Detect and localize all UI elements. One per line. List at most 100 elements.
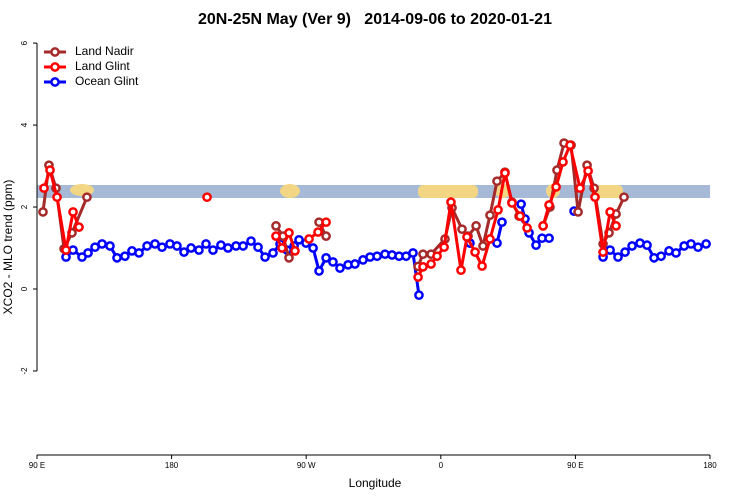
point <box>314 266 324 276</box>
point <box>38 207 48 217</box>
point <box>627 241 637 251</box>
x-tick-label: 90 W <box>297 461 316 470</box>
point <box>97 239 107 249</box>
point <box>172 241 182 251</box>
y-tick-label: -2 <box>20 367 29 375</box>
point <box>456 265 466 276</box>
map-strip <box>37 184 710 198</box>
point <box>372 251 382 262</box>
point <box>321 253 331 263</box>
point <box>575 183 585 194</box>
point <box>39 183 49 194</box>
point <box>308 243 318 253</box>
map-land <box>595 185 623 198</box>
point <box>573 207 583 217</box>
point <box>157 242 167 253</box>
point <box>507 198 517 208</box>
point <box>238 241 248 251</box>
point <box>105 241 115 251</box>
point <box>531 240 541 251</box>
x-tick-label: 90 E <box>29 461 45 470</box>
point <box>414 290 424 301</box>
legend-label: Ocean Glint <box>75 74 139 88</box>
point <box>271 221 281 231</box>
point <box>186 243 196 253</box>
point <box>478 241 488 251</box>
point <box>179 247 189 257</box>
point <box>538 221 548 231</box>
point <box>413 272 423 282</box>
point <box>45 165 55 176</box>
point <box>446 197 456 207</box>
point <box>271 231 281 241</box>
point <box>52 192 62 203</box>
point <box>426 259 436 269</box>
point <box>565 140 575 151</box>
point <box>598 247 608 257</box>
point <box>462 232 472 242</box>
point <box>493 205 503 215</box>
point <box>284 228 294 238</box>
point <box>208 245 218 255</box>
point <box>328 257 338 267</box>
point <box>544 200 554 210</box>
point <box>515 211 525 221</box>
point <box>201 239 211 249</box>
y-tick-label: 4 <box>20 122 29 127</box>
point <box>656 251 666 262</box>
point <box>260 252 270 262</box>
point <box>61 245 71 255</box>
point <box>605 207 615 217</box>
point <box>497 217 507 228</box>
x-tick-label: 90 E <box>567 461 583 470</box>
y-tick-label: 0 <box>20 286 29 291</box>
point <box>313 227 323 237</box>
point <box>134 248 144 258</box>
point <box>304 234 314 244</box>
point <box>321 231 331 241</box>
point <box>492 238 502 248</box>
map-land <box>280 184 300 198</box>
y-tick-label: 6 <box>20 40 29 45</box>
point <box>408 248 418 258</box>
point <box>432 251 442 262</box>
legend-label: Land Glint <box>75 59 130 73</box>
point <box>418 262 428 272</box>
chart-title: 20N-25N May (Ver 9) 2014-09-06 to 2020-0… <box>198 11 552 28</box>
legend-label: Land Nadir <box>75 44 134 58</box>
point <box>223 243 233 253</box>
point <box>492 176 502 187</box>
point <box>500 168 510 178</box>
point <box>418 249 428 260</box>
point <box>439 242 449 253</box>
point <box>693 242 703 253</box>
point <box>202 192 212 203</box>
point <box>583 166 593 176</box>
point <box>544 233 554 244</box>
point <box>120 251 130 262</box>
point <box>642 240 652 251</box>
point <box>284 253 294 263</box>
point <box>619 192 629 203</box>
legend-marker <box>50 47 60 57</box>
point <box>82 192 92 203</box>
y-axis-label: XCO2 - MLO trend (ppm) <box>1 180 15 315</box>
point <box>142 241 152 251</box>
point <box>471 221 481 231</box>
point <box>611 221 621 231</box>
y-tick-label: 2 <box>20 204 29 209</box>
point <box>321 217 331 228</box>
point <box>246 236 256 246</box>
point <box>613 252 623 262</box>
point <box>74 222 84 232</box>
x-tick-label: 180 <box>703 461 717 470</box>
point <box>470 247 480 257</box>
point <box>194 245 204 255</box>
point <box>457 224 467 235</box>
x-axis-label: Longitude <box>349 476 402 490</box>
x-tick-label: 180 <box>165 461 179 470</box>
point <box>68 207 78 217</box>
point <box>335 263 345 273</box>
point <box>516 199 526 210</box>
